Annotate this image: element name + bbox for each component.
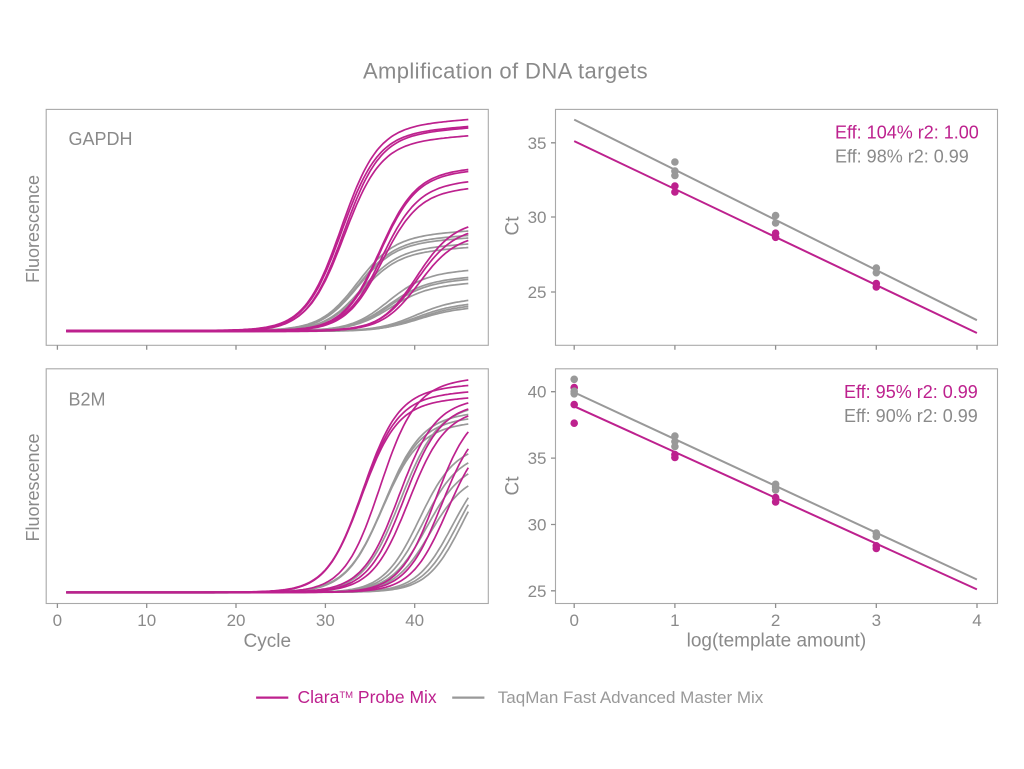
svg-text:Ct: Ct <box>503 216 524 236</box>
svg-text:2: 2 <box>771 611 780 630</box>
svg-text:35: 35 <box>528 449 547 468</box>
svg-text:GAPDH: GAPDH <box>69 129 133 149</box>
svg-text:Amplification of DNA targets: Amplification of DNA targets <box>363 58 648 83</box>
svg-text:3: 3 <box>872 611 881 630</box>
svg-text:35: 35 <box>528 134 547 153</box>
svg-text:40: 40 <box>528 383 547 402</box>
svg-text:Eff: 98% r2: 0.99: Eff: 98% r2: 0.99 <box>835 147 969 167</box>
svg-text:30: 30 <box>316 611 335 630</box>
svg-text:30: 30 <box>528 516 547 535</box>
svg-text:1: 1 <box>670 611 679 630</box>
svg-text:TaqMan Fast Advanced Master Mi: TaqMan Fast Advanced Master Mix <box>498 688 764 707</box>
svg-text:20: 20 <box>227 611 246 630</box>
svg-text:40: 40 <box>405 611 424 630</box>
svg-text:Cycle: Cycle <box>244 631 292 652</box>
svg-text:30: 30 <box>528 208 547 227</box>
svg-text:Fluorescence: Fluorescence <box>23 433 43 541</box>
svg-text:ClaraTM Probe Mix: ClaraTM Probe Mix <box>298 687 437 707</box>
svg-text:4: 4 <box>972 611 981 630</box>
svg-text:0: 0 <box>53 611 62 630</box>
svg-text:25: 25 <box>528 582 547 601</box>
svg-text:Eff: 104% r2: 1.00: Eff: 104% r2: 1.00 <box>835 123 979 143</box>
svg-text:Eff: 90% r2: 0.99: Eff: 90% r2: 0.99 <box>844 406 978 426</box>
svg-text:10: 10 <box>137 611 156 630</box>
svg-text:B2M: B2M <box>69 390 106 410</box>
svg-text:0: 0 <box>569 611 578 630</box>
svg-text:log(template amount): log(template amount) <box>687 630 867 651</box>
svg-text:Eff: 95% r2: 0.99: Eff: 95% r2: 0.99 <box>844 382 978 402</box>
svg-text:Fluorescence: Fluorescence <box>23 175 43 283</box>
svg-text:25: 25 <box>528 283 547 302</box>
svg-text:Ct: Ct <box>503 476 524 496</box>
